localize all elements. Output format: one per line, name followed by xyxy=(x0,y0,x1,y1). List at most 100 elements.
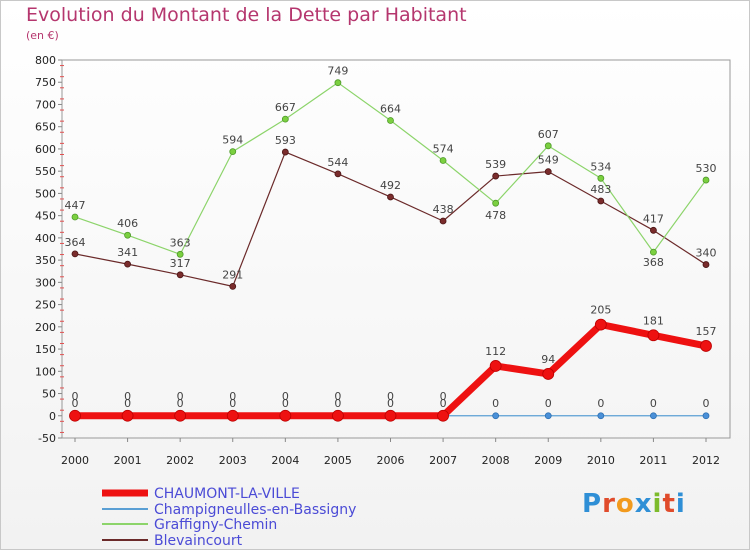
data-point xyxy=(226,409,239,422)
data-label: 0 xyxy=(703,397,710,410)
data-point xyxy=(281,148,289,156)
x-tick-label: 2011 xyxy=(639,454,667,467)
data-point xyxy=(544,168,552,176)
plot-area xyxy=(61,59,731,439)
data-point xyxy=(650,226,657,234)
data-point xyxy=(702,176,710,184)
data-label: 492 xyxy=(380,179,401,192)
data-point xyxy=(279,409,292,422)
data-point xyxy=(597,174,605,182)
data-point xyxy=(702,261,710,268)
data-point xyxy=(69,409,81,422)
data-point xyxy=(334,79,342,87)
data-point xyxy=(492,412,500,420)
data-label: 317 xyxy=(170,257,191,270)
data-label: 483 xyxy=(590,183,611,196)
data-label: 438 xyxy=(433,203,454,216)
data-point xyxy=(229,282,237,290)
data-point xyxy=(281,115,289,123)
x-tick-label: 2001 xyxy=(114,454,142,467)
data-point xyxy=(387,117,394,124)
y-tick-label: 350 xyxy=(35,254,56,267)
y-tick-label: 550 xyxy=(35,165,56,178)
data-point xyxy=(387,193,394,201)
data-label: 594 xyxy=(222,134,243,147)
data-point xyxy=(597,197,605,205)
x-tick-label: 2007 xyxy=(429,454,457,467)
y-tick-label: 600 xyxy=(35,143,56,156)
data-label: 0 xyxy=(124,390,131,403)
data-label: 544 xyxy=(327,156,348,169)
data-label: 205 xyxy=(590,304,611,317)
y-tick-label: 700 xyxy=(35,98,56,111)
data-label: 112 xyxy=(485,345,506,358)
legend-label: CHAUMONT-LA-VILLE xyxy=(154,486,300,502)
chart-unit: (en €) xyxy=(26,29,59,42)
x-tick-label: 2012 xyxy=(692,454,720,467)
y-tick-label: 200 xyxy=(35,321,56,334)
y-tick-label: 100 xyxy=(35,365,56,378)
y-tick-label: 650 xyxy=(35,121,56,134)
logo-letter: x xyxy=(634,489,653,519)
data-point xyxy=(439,217,447,225)
y-tick-label: 800 xyxy=(35,54,56,67)
data-label: 574 xyxy=(433,143,454,156)
data-label: 0 xyxy=(177,397,184,410)
data-point xyxy=(176,271,184,279)
data-label: 664 xyxy=(380,102,401,115)
data-point xyxy=(334,170,342,178)
y-tick-label: 450 xyxy=(35,210,56,223)
data-label: 340 xyxy=(696,247,717,260)
data-label: 749 xyxy=(327,65,348,78)
data-label: 0 xyxy=(282,397,289,410)
data-label: 364 xyxy=(65,236,86,249)
data-label: 478 xyxy=(485,209,506,222)
x-tick-label: 2008 xyxy=(482,454,510,467)
proxiti-logo: Proxiti xyxy=(582,489,686,519)
data-point xyxy=(176,250,184,258)
data-label: 539 xyxy=(485,158,506,171)
data-label: 534 xyxy=(590,160,611,173)
data-label: 0 xyxy=(545,397,552,410)
data-label: 0 xyxy=(72,390,79,403)
logo-letter: o xyxy=(615,489,635,519)
data-point xyxy=(384,409,397,422)
x-tick-label: 2005 xyxy=(324,454,352,467)
data-point xyxy=(492,199,500,207)
y-tick-label: 50 xyxy=(42,388,56,401)
data-point xyxy=(332,409,344,422)
legend-label: Champigneulles-en-Bassigny xyxy=(154,502,356,518)
y-tick-label: -50 xyxy=(38,432,56,445)
logo-letter: i xyxy=(652,489,663,519)
data-label: 593 xyxy=(275,134,296,147)
data-label: 0 xyxy=(334,390,341,403)
data-point xyxy=(597,412,605,420)
data-point xyxy=(544,412,552,420)
data-label: 406 xyxy=(117,217,138,230)
data-point xyxy=(650,248,657,256)
data-point xyxy=(647,329,660,342)
y-tick-label: 300 xyxy=(35,276,56,289)
y-tick-label: 500 xyxy=(35,187,56,200)
data-point xyxy=(439,157,447,164)
x-tick-label: 2006 xyxy=(377,454,405,467)
data-point xyxy=(71,213,79,221)
data-label: 0 xyxy=(440,397,447,410)
data-point xyxy=(174,409,187,422)
data-label: 417 xyxy=(643,212,664,225)
data-label: 607 xyxy=(538,128,559,141)
data-label: 0 xyxy=(387,390,394,403)
data-point xyxy=(492,172,500,180)
x-tick-label: 2004 xyxy=(271,454,299,467)
y-tick-label: 250 xyxy=(35,299,56,312)
data-point xyxy=(121,409,134,422)
legend-label: Blevaincourt xyxy=(154,533,243,549)
data-point xyxy=(544,142,552,150)
data-label: 0 xyxy=(650,397,657,410)
data-point xyxy=(702,412,710,420)
data-point xyxy=(124,260,131,268)
data-label: 0 xyxy=(334,397,341,410)
x-tick-label: 2003 xyxy=(219,454,247,467)
y-tick-label: 0 xyxy=(49,410,56,423)
